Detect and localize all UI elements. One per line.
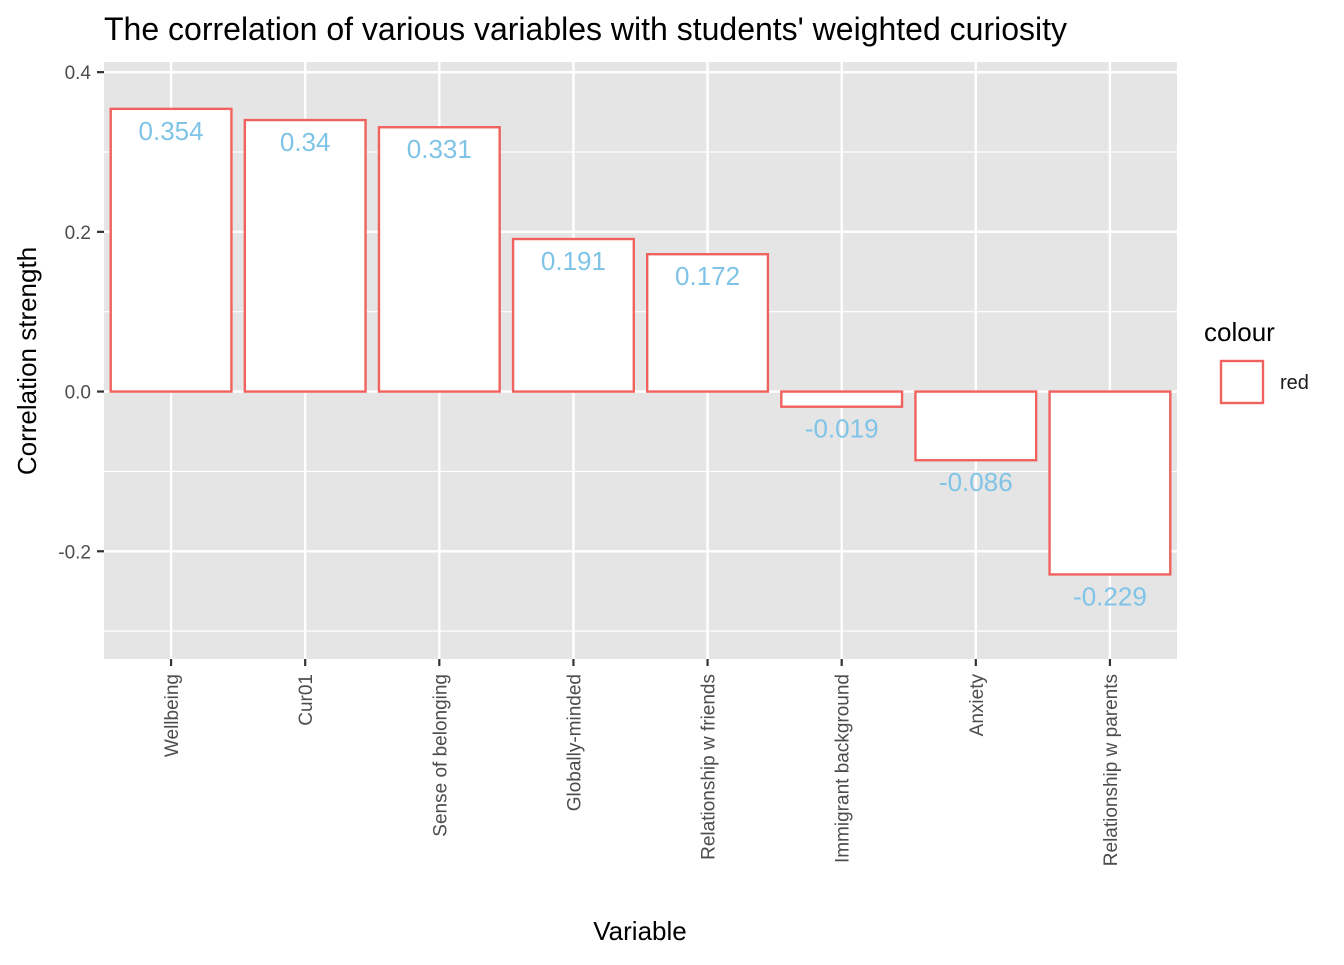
x-tick-label: Relationship w friends [699,674,720,860]
bar [646,253,770,393]
y-axis-title: Correlation strength [12,247,42,475]
bar [511,237,635,393]
legend-key [1219,359,1265,405]
data-label: 0.354 [139,116,204,146]
x-tick-label: Sense of belonging [430,674,451,837]
x-axis-title: Variable [593,916,686,946]
bar [780,390,904,408]
y-tick-label: 0.4 [65,63,92,84]
x-tick-label: Relationship w parents [1101,674,1122,866]
data-label: 0.172 [675,261,740,291]
data-label: -0.229 [1073,581,1147,611]
y-tick-label: 0.2 [65,223,91,244]
x-tick-label: Globally-minded [564,674,585,811]
y-axis: -0.2 0.0 0.2 0.4 [58,63,104,563]
y-tick-label: 0.0 [65,383,91,404]
bar [243,118,367,393]
data-label: 0.191 [541,246,606,276]
data-label: -0.086 [939,467,1013,497]
bar [914,390,1038,462]
bar [109,107,233,393]
chart-title: The correlation of various variables wit… [104,11,1067,47]
data-label: 0.34 [280,127,331,157]
bars [109,107,1172,576]
data-label: -0.019 [805,414,879,444]
x-tick-label: Wellbeing [162,674,183,757]
legend-label: red [1280,372,1309,394]
bar [1048,390,1172,576]
x-axis: Wellbeing Cur01 Sense of belonging Globally… [162,659,1122,866]
y-tick-label: -0.2 [58,542,91,563]
x-tick-label: Immigrant background [833,674,854,863]
legend-title: colour [1204,317,1275,347]
x-tick-label: Cur01 [296,674,317,726]
legend: colour red [1204,317,1309,405]
data-labels: 0.354 0.34 0.331 0.191 0.172 -0.019 -0.086 -0.2… [139,116,1147,612]
data-label: 0.331 [407,134,472,164]
x-tick-label: Anxiety [967,674,988,737]
bar [377,126,501,393]
